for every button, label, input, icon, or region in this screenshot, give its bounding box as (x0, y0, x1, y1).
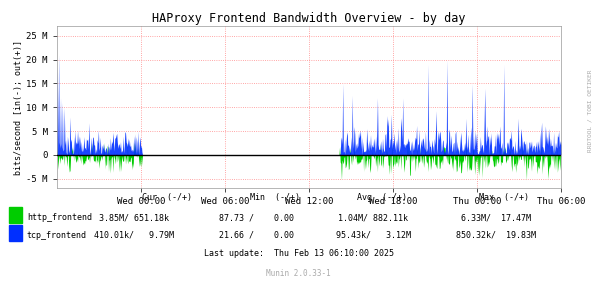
Text: Avg  (-/+): Avg (-/+) (357, 193, 407, 202)
Text: 410.01k/   9.79M: 410.01k/ 9.79M (94, 231, 174, 240)
Text: Max  (-/+): Max (-/+) (479, 193, 530, 202)
Text: Last update:  Thu Feb 13 06:10:00 2025: Last update: Thu Feb 13 06:10:00 2025 (204, 248, 393, 258)
Text: 87.73 /    0.00: 87.73 / 0.00 (219, 213, 294, 223)
Text: Cur  (-/+): Cur (-/+) (142, 193, 192, 202)
Text: Min  (-/+): Min (-/+) (250, 193, 300, 202)
Text: 6.33M/  17.47M: 6.33M/ 17.47M (460, 213, 531, 223)
Title: HAProxy Frontend Bandwidth Overview - by day: HAProxy Frontend Bandwidth Overview - by… (152, 12, 466, 25)
Text: RRDTOOL / TOBI OETIKER: RRDTOOL / TOBI OETIKER (588, 70, 593, 152)
Text: 1.04M/ 882.11k: 1.04M/ 882.11k (338, 213, 408, 223)
Text: 3.85M/ 651.18k: 3.85M/ 651.18k (99, 213, 170, 223)
Text: tcp_frontend: tcp_frontend (27, 231, 87, 240)
Text: Munin 2.0.33-1: Munin 2.0.33-1 (266, 269, 331, 278)
Text: 95.43k/   3.12M: 95.43k/ 3.12M (336, 231, 411, 240)
Text: http_frontend: http_frontend (27, 213, 92, 223)
Text: 850.32k/  19.83M: 850.32k/ 19.83M (456, 231, 536, 240)
Y-axis label: bits/second [in(-); out(+)]: bits/second [in(-); out(+)] (14, 40, 23, 175)
Text: 21.66 /    0.00: 21.66 / 0.00 (219, 231, 294, 240)
